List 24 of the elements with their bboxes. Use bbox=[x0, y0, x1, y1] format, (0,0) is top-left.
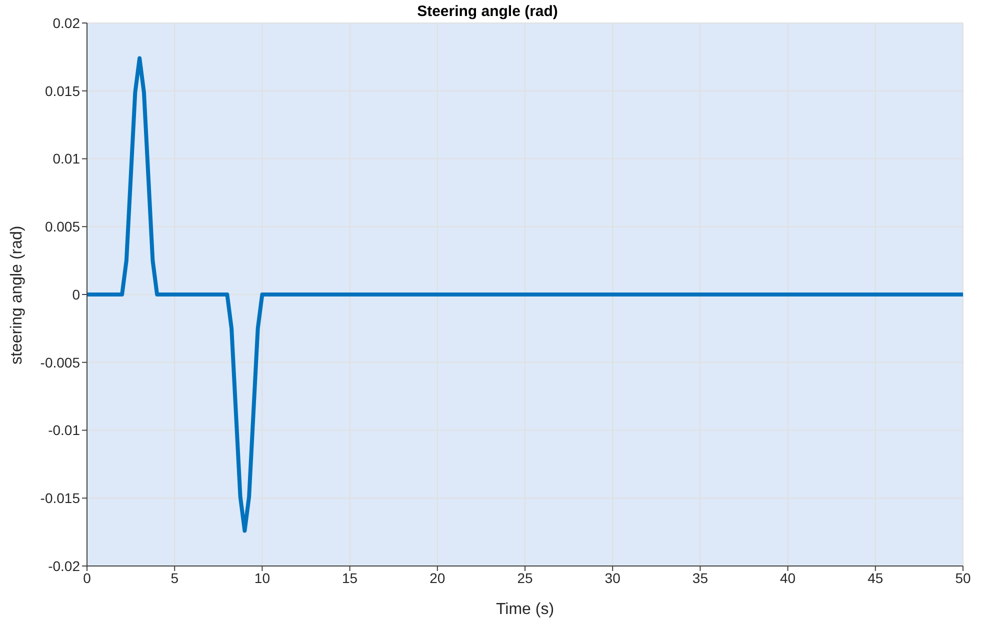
x-tick-label: 15 bbox=[342, 570, 358, 586]
y-tick-label: 0.01 bbox=[52, 150, 80, 167]
y-tick-label: 0.005 bbox=[44, 218, 80, 235]
x-tick-label: 50 bbox=[955, 570, 971, 586]
x-tick-label: 10 bbox=[254, 570, 270, 586]
y-tick-label: 0.02 bbox=[52, 14, 80, 31]
x-tick-label: 0 bbox=[83, 570, 92, 586]
x-tick-label: 30 bbox=[604, 570, 621, 586]
chart-title: Steering angle (rad) bbox=[417, 3, 558, 20]
y-tick-label: -0.02 bbox=[48, 558, 80, 574]
x-tick-label: 5 bbox=[170, 570, 179, 586]
x-tick-label: 25 bbox=[517, 570, 533, 586]
y-tick-label: -0.01 bbox=[48, 422, 80, 438]
y-tick-label: 0.015 bbox=[44, 82, 80, 99]
x-tick-label: 45 bbox=[868, 570, 884, 586]
y-tick-label: -0.015 bbox=[40, 490, 80, 506]
y-tick-label: 0 bbox=[72, 286, 80, 302]
x-tick-label: 35 bbox=[692, 570, 708, 586]
line-series bbox=[87, 56, 963, 533]
y-axis-title: steering angle (rad) bbox=[8, 226, 26, 364]
x-axis-title: Time (s) bbox=[496, 601, 554, 618]
x-tick-label: 40 bbox=[780, 570, 796, 586]
y-tick-label: -0.005 bbox=[40, 354, 80, 370]
x-tick-label: 20 bbox=[430, 570, 446, 586]
